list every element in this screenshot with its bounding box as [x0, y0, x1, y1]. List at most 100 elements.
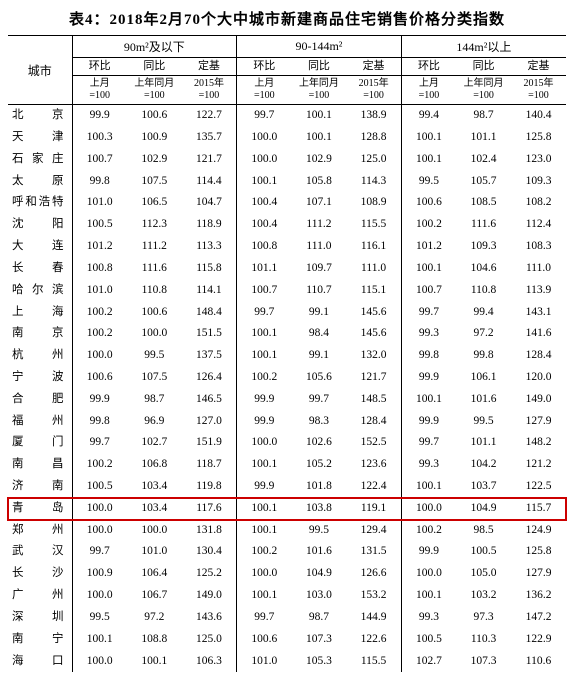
value-cell: 107.5	[127, 171, 182, 193]
value-cell: 110.6	[511, 651, 566, 673]
value-cell: 100.6	[127, 302, 182, 324]
value-cell: 127.9	[511, 563, 566, 585]
value-cell: 107.1	[292, 192, 347, 214]
city-cell: 郑 州	[8, 520, 72, 542]
value-cell: 100.1	[401, 389, 456, 411]
value-cell: 99.8	[401, 345, 456, 367]
value-cell: 99.7	[401, 432, 456, 454]
value-cell: 99.8	[72, 171, 127, 193]
value-cell: 110.8	[127, 280, 182, 302]
value-cell: 98.7	[456, 105, 511, 127]
sub-header-top: 定基	[511, 58, 566, 76]
value-cell: 100.8	[237, 236, 292, 258]
value-cell: 111.6	[127, 258, 182, 280]
group-header-1: 90m²及以下	[72, 36, 237, 58]
city-cell: 北 京	[8, 105, 72, 127]
city-cell: 南 昌	[8, 454, 72, 476]
value-cell: 119.8	[182, 476, 237, 498]
value-cell: 148.4	[182, 302, 237, 324]
value-cell: 122.6	[346, 629, 401, 651]
value-cell: 107.3	[456, 651, 511, 673]
value-cell: 101.6	[456, 389, 511, 411]
value-cell: 112.3	[127, 214, 182, 236]
value-cell: 100.6	[401, 192, 456, 214]
sub-header-bottom: 上月=100	[72, 76, 127, 105]
value-cell: 100.1	[237, 323, 292, 345]
sub-header-bottom: 2015年=100	[346, 76, 401, 105]
value-cell: 100.2	[237, 367, 292, 389]
value-cell: 105.7	[456, 171, 511, 193]
value-cell: 100.2	[401, 214, 456, 236]
value-cell: 121.7	[346, 367, 401, 389]
value-cell: 105.2	[292, 454, 347, 476]
value-cell: 100.5	[401, 629, 456, 651]
city-cell: 青 岛	[8, 498, 72, 520]
value-cell: 143.6	[182, 607, 237, 629]
value-cell: 148.5	[346, 389, 401, 411]
value-cell: 100.0	[237, 563, 292, 585]
city-cell: 天 津	[8, 127, 72, 149]
value-cell: 99.9	[401, 367, 456, 389]
value-cell: 100.0	[401, 498, 456, 520]
value-cell: 99.7	[292, 389, 347, 411]
value-cell: 120.0	[511, 367, 566, 389]
value-cell: 98.5	[456, 520, 511, 542]
value-cell: 115.1	[346, 280, 401, 302]
table-row: 北 京99.9100.6122.799.7100.1138.999.498.71…	[8, 105, 566, 127]
value-cell: 135.7	[182, 127, 237, 149]
city-cell: 石 家 庄	[8, 149, 72, 171]
value-cell: 104.9	[292, 563, 347, 585]
table-row: 杭 州100.099.5137.5100.199.1132.099.899.81…	[8, 345, 566, 367]
city-cell: 长 沙	[8, 563, 72, 585]
value-cell: 126.4	[182, 367, 237, 389]
value-cell: 99.5	[127, 345, 182, 367]
value-cell: 100.1	[401, 585, 456, 607]
sub-header-bottom: 上月=100	[237, 76, 292, 105]
city-cell: 宁 波	[8, 367, 72, 389]
table-row: 哈 尔 滨101.0110.8114.1100.7110.7115.1100.7…	[8, 280, 566, 302]
value-cell: 112.4	[511, 214, 566, 236]
value-cell: 99.5	[456, 411, 511, 433]
value-cell: 122.4	[346, 476, 401, 498]
value-cell: 102.7	[401, 651, 456, 673]
value-cell: 103.4	[127, 476, 182, 498]
city-cell: 福 州	[8, 411, 72, 433]
value-cell: 137.5	[182, 345, 237, 367]
value-cell: 109.3	[511, 171, 566, 193]
value-cell: 153.2	[346, 585, 401, 607]
table-row: 福 州99.896.9127.099.998.3128.499.999.5127…	[8, 411, 566, 433]
value-cell: 106.8	[127, 454, 182, 476]
sub-header-top: 环比	[237, 58, 292, 76]
value-cell: 128.4	[511, 345, 566, 367]
city-cell: 长 春	[8, 258, 72, 280]
value-cell: 109.3	[456, 236, 511, 258]
value-cell: 101.2	[401, 236, 456, 258]
value-cell: 100.7	[401, 280, 456, 302]
value-cell: 99.7	[237, 607, 292, 629]
table-row: 沈 阳100.5112.3118.9100.4111.2115.5100.211…	[8, 214, 566, 236]
value-cell: 98.4	[292, 323, 347, 345]
price-index-table: 城市 90m²及以下 90-144m² 144m²以上 环比同比定基环比同比定基…	[8, 35, 566, 672]
table-row: 长 沙100.9106.4125.2100.0104.9126.6100.010…	[8, 563, 566, 585]
value-cell: 108.5	[456, 192, 511, 214]
table-row: 南 京100.2100.0151.5100.198.4145.699.397.2…	[8, 323, 566, 345]
table-row: 南 昌100.2106.8118.7100.1105.2123.699.3104…	[8, 454, 566, 476]
value-cell: 115.5	[346, 651, 401, 673]
value-cell: 148.2	[511, 432, 566, 454]
value-cell: 103.4	[127, 498, 182, 520]
value-cell: 128.4	[346, 411, 401, 433]
value-cell: 102.7	[127, 432, 182, 454]
table-row: 石 家 庄100.7102.9121.7100.0102.9125.0100.1…	[8, 149, 566, 171]
value-cell: 117.6	[182, 498, 237, 520]
value-cell: 122.5	[511, 476, 566, 498]
value-cell: 108.8	[127, 629, 182, 651]
value-cell: 100.4	[237, 192, 292, 214]
value-cell: 132.0	[346, 345, 401, 367]
value-cell: 123.0	[511, 149, 566, 171]
value-cell: 99.9	[72, 389, 127, 411]
city-cell: 哈 尔 滨	[8, 280, 72, 302]
value-cell: 126.6	[346, 563, 401, 585]
value-cell: 100.0	[401, 563, 456, 585]
city-cell: 厦 门	[8, 432, 72, 454]
value-cell: 121.7	[182, 149, 237, 171]
